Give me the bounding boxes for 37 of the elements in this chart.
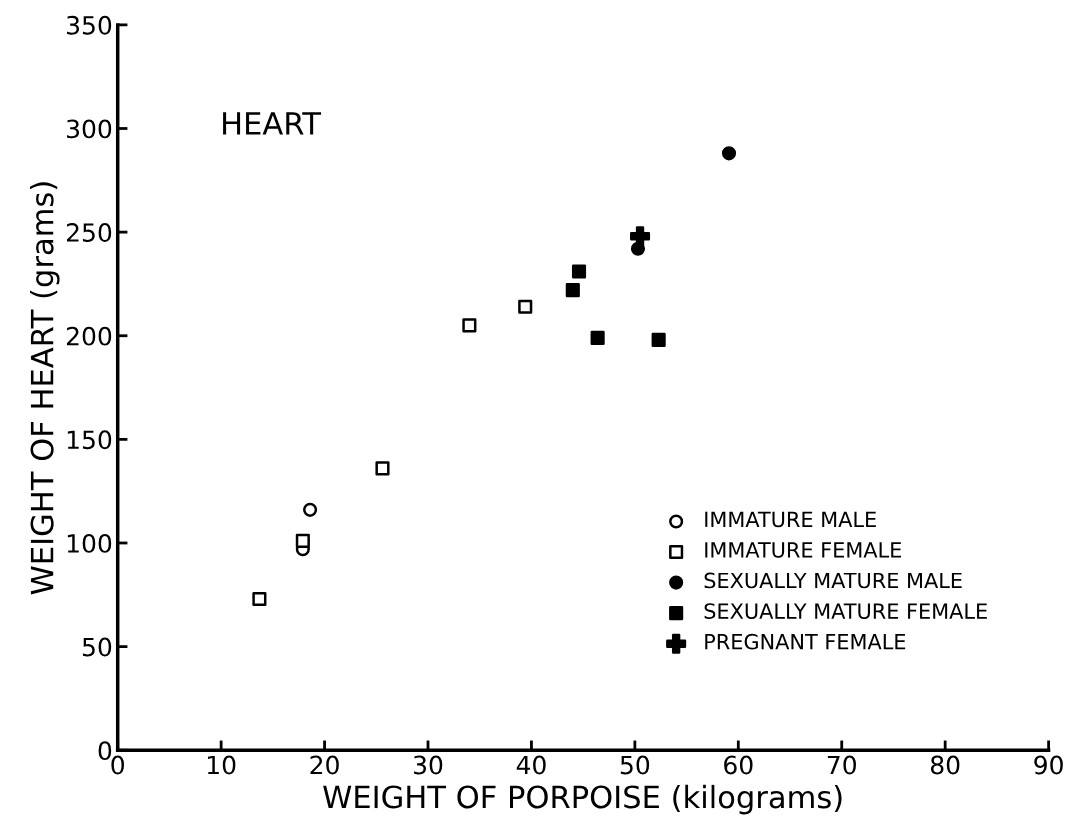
x-tick-label: 40 xyxy=(516,755,546,775)
x-tick-label: 10 xyxy=(207,755,236,775)
annotation: HEART xyxy=(223,112,322,135)
x-tick-label: 80 xyxy=(930,755,960,775)
x-tick-label: 60 xyxy=(724,755,753,775)
legend-label: SEXUALLY MATURE MALE xyxy=(704,572,962,589)
legend-label: SEXUALLY MATURE FEMALE xyxy=(704,603,987,619)
point xyxy=(375,461,390,476)
point xyxy=(462,318,477,333)
y-tick-label: 0 xyxy=(98,741,112,761)
x-axis-title: WEIGHT OF PORPOISE (kilograms) xyxy=(323,784,842,815)
y-tick-label: 250 xyxy=(66,223,112,242)
x-tick-label: 70 xyxy=(827,755,856,775)
x-tick-label: 30 xyxy=(414,755,443,775)
y-tick-label: 100 xyxy=(67,533,112,553)
point xyxy=(651,332,666,347)
legend-label: PREGNANT FEMALE xyxy=(705,633,906,650)
point xyxy=(252,591,267,607)
point xyxy=(571,264,587,279)
legend-label: IMMATURE MALE xyxy=(705,511,876,528)
point xyxy=(590,330,605,345)
point xyxy=(303,502,318,517)
legend-label: IMMATURE FEMALE xyxy=(705,542,902,558)
x-tick-label: 20 xyxy=(310,755,339,775)
point xyxy=(295,533,310,548)
y-axis-title: WEIGHT OF HEART (grams) xyxy=(30,182,60,595)
point xyxy=(565,283,580,298)
point xyxy=(518,299,533,314)
y-tick-label: 300 xyxy=(67,119,112,139)
y-tick-label: 150 xyxy=(67,430,112,450)
point xyxy=(630,226,651,247)
x-tick-label: 50 xyxy=(620,755,650,775)
x-tick-label: 90 xyxy=(1034,755,1063,775)
y-tick-label: 50 xyxy=(82,637,112,657)
point xyxy=(721,146,737,161)
y-tick-label: 350 xyxy=(67,15,112,35)
y-tick-label: 200 xyxy=(66,326,112,346)
